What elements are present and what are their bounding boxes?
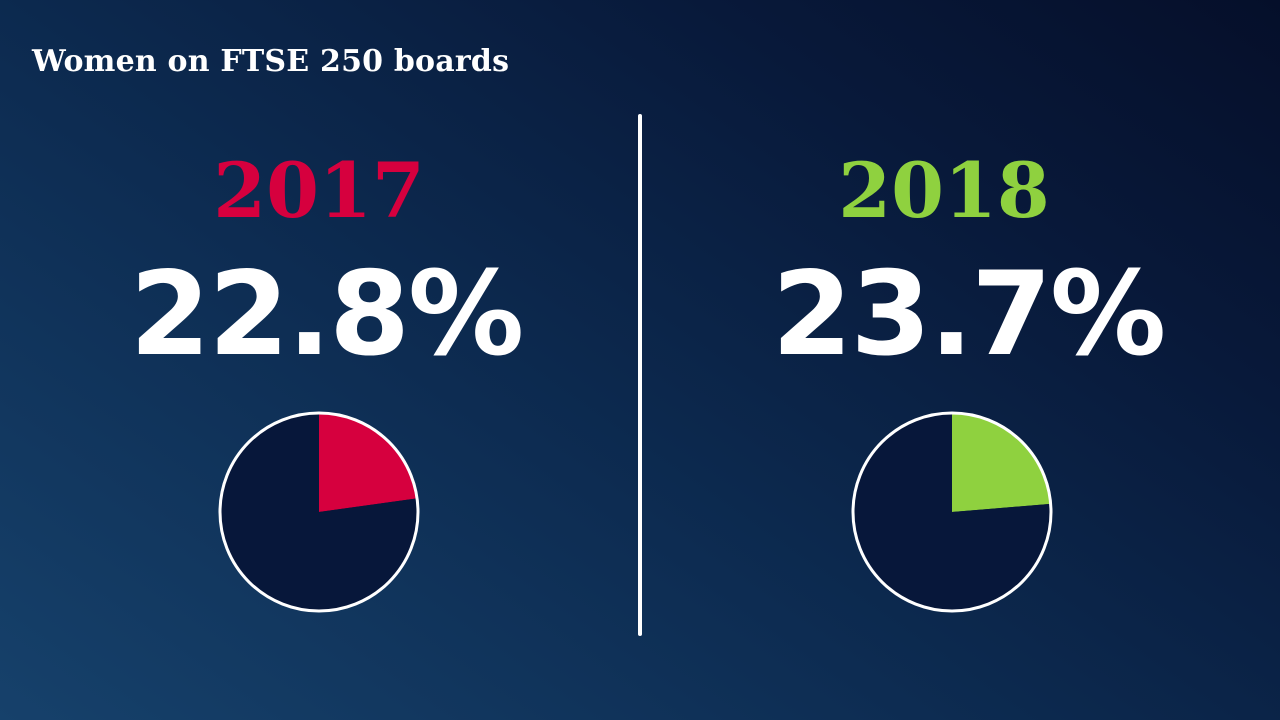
chart-title: Women on FTSE 250 boards (32, 44, 510, 79)
pie-slice-remainder-2018 (853, 413, 1051, 611)
percentage-label-2017: 22.8% (129, 247, 524, 382)
pie-chart-2017 (218, 411, 420, 613)
panel-2018: 2018 23.7% (640, 0, 1280, 720)
pie-chart-2018 (851, 411, 1053, 613)
pie-slice-women-2018 (952, 413, 1051, 512)
year-label-2017: 2017 (213, 146, 425, 235)
pie-outline-2018 (851, 411, 1053, 613)
divider-line (638, 114, 642, 636)
year-label-2018: 2018 (838, 146, 1050, 235)
pie-slice-remainder-2017 (219, 413, 418, 611)
pie-slice-women-2017 (319, 413, 418, 512)
percentage-label-2018: 23.7% (771, 247, 1166, 382)
panel-2017: 2017 22.8% (213, 146, 425, 613)
pie-outline-2017 (218, 411, 420, 613)
